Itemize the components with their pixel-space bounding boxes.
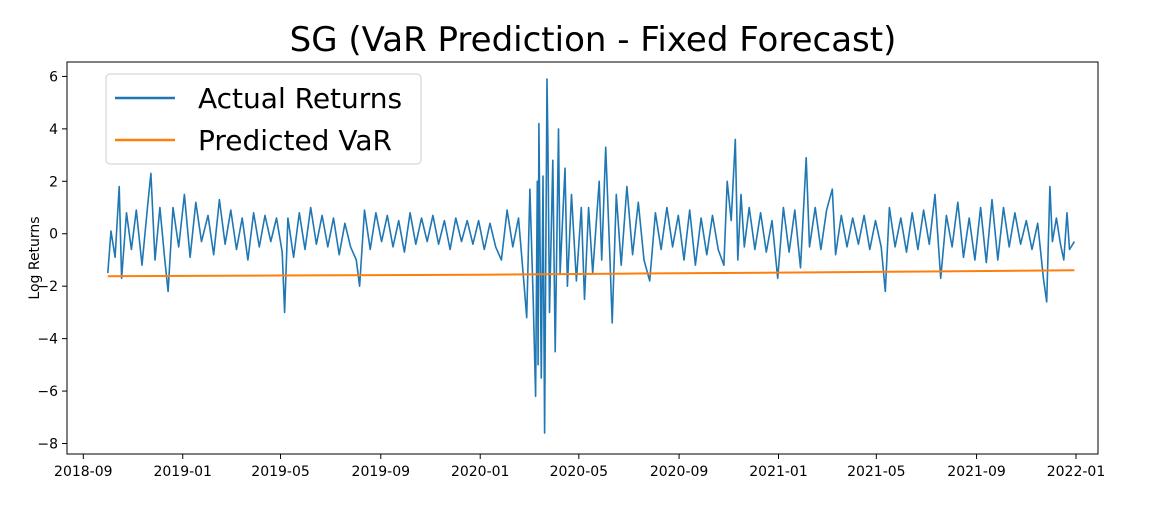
x-tick-label: 2021-01 xyxy=(749,464,808,480)
x-tick-label: 2020-09 xyxy=(650,464,709,480)
axes: 6 4 2 0 −2 −4 −6 −8 2018-09 2019-01 2019-05 2019-09… xyxy=(37,69,1105,480)
plot-area xyxy=(107,78,1076,434)
legend-label-actual-returns: Actual Returns xyxy=(198,82,402,115)
x-tick-label: 2020-05 xyxy=(550,464,609,480)
legend-box xyxy=(105,73,422,165)
y-tick-label: 6 xyxy=(49,69,58,85)
x-tick-label: 2021-09 xyxy=(947,464,1006,480)
legend-label-predicted-var: Predicted VaR xyxy=(198,124,392,157)
y-tick-label: 2 xyxy=(49,174,58,190)
y-tick-label: −2 xyxy=(37,279,58,295)
y-tick-label: 4 xyxy=(49,122,58,138)
y-tick-label: −8 xyxy=(37,437,58,453)
x-tick-label: 2018-09 xyxy=(54,464,113,480)
x-tick-label: 2019-01 xyxy=(153,464,212,480)
y-tick-label: −6 xyxy=(37,384,58,400)
legend: Actual Returns Predicted VaR xyxy=(105,73,422,165)
series-line-actual-returns xyxy=(107,78,1076,434)
y-tick-label: −4 xyxy=(37,332,58,348)
chart-title: SG (VaR Prediction - Fixed Forecast) xyxy=(290,20,897,60)
y-axis-label: Log Returns xyxy=(27,216,43,299)
x-tick-label: 2022-01 xyxy=(1047,464,1106,480)
x-tick-label: 2019-09 xyxy=(352,464,411,480)
series-line-predicted-var xyxy=(107,269,1075,278)
x-tick-label: 2020-01 xyxy=(451,464,510,480)
plot-frame xyxy=(66,61,1099,455)
x-tick-label: 2021-05 xyxy=(847,464,906,480)
x-tick-label: 2019-05 xyxy=(251,464,310,480)
y-tick-label: 0 xyxy=(49,227,58,243)
